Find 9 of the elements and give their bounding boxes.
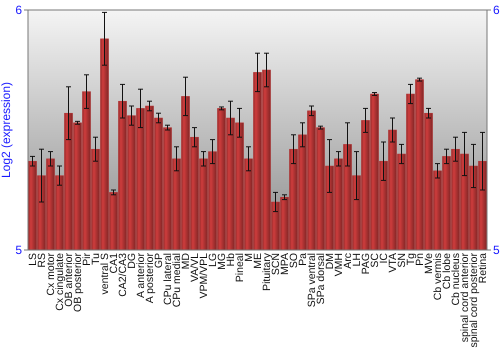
x-tick-label: OB posterior [72, 252, 84, 312]
x-tick-label: DG [126, 253, 138, 269]
x-tick-label: Tg [405, 252, 418, 266]
x-tick-label: MVe [423, 252, 436, 274]
x-tick-label: A posterior [144, 252, 156, 304]
y2-tick-label: 5 [493, 243, 500, 258]
x-tick-label: RS [36, 253, 48, 268]
y-axis-title: Log2 (expression) [0, 82, 13, 178]
y2-tick-label: 6 [493, 3, 500, 18]
